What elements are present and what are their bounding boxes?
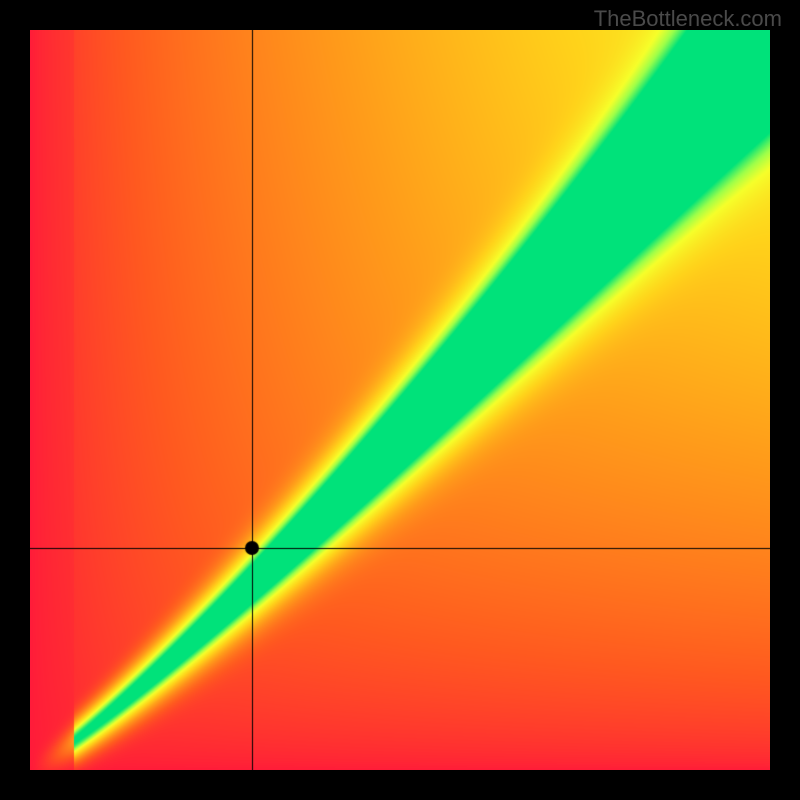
watermark-text: TheBottleneck.com (594, 6, 782, 32)
bottleneck-heatmap (30, 30, 770, 770)
heatmap-canvas (30, 30, 770, 770)
